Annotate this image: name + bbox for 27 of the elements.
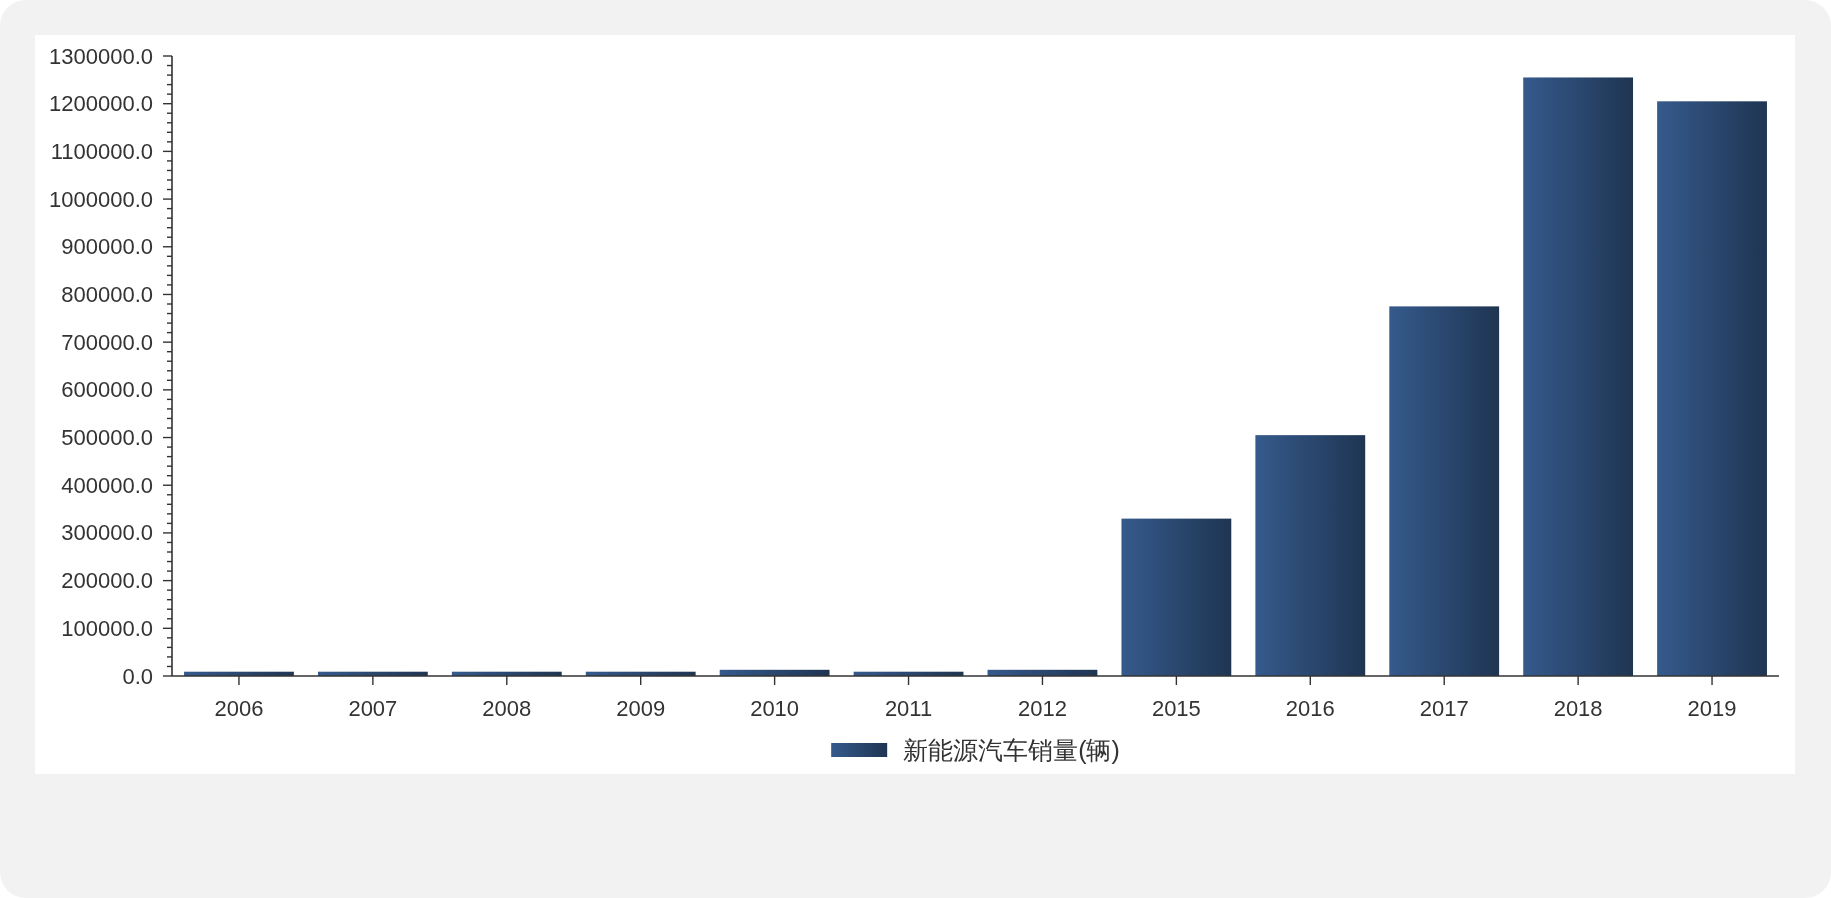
- y-tick-label: 200000.0: [61, 568, 153, 594]
- y-tick-label: 500000.0: [61, 425, 153, 451]
- x-tick-label: 2015: [1151, 695, 1201, 721]
- y-tick-label: 100000.0: [61, 615, 153, 641]
- x-tick-label: 2010: [750, 695, 800, 721]
- y-tick-label: 1200000.0: [49, 91, 153, 117]
- x-tick-label: 2012: [1018, 695, 1067, 721]
- x-tick-label: 2009: [616, 695, 666, 721]
- x-tick-label: 2008: [482, 695, 532, 721]
- y-tick-label: 0.0: [122, 663, 153, 689]
- y-tick-label: 600000.0: [61, 377, 153, 403]
- x-tick-label: 2019: [1687, 695, 1737, 721]
- y-tick-label: 1100000.0: [50, 138, 153, 164]
- x-tick-label: 2011: [884, 695, 933, 721]
- y-tick-label: 300000.0: [61, 520, 153, 546]
- x-tick-label: 2006: [214, 695, 264, 721]
- y-tick-label: 1300000.0: [49, 43, 153, 69]
- legend-label: 新能源汽车销量(辆): [903, 736, 1120, 764]
- x-tick-label: 2017: [1419, 695, 1469, 721]
- x-tick-label: 2016: [1285, 695, 1335, 721]
- y-tick-label: 400000.0: [61, 472, 153, 498]
- y-tick-label: 900000.0: [61, 234, 153, 260]
- y-tick-label: 800000.0: [61, 281, 153, 307]
- y-tick-label: 1000000.0: [49, 186, 153, 212]
- x-tick-label: 2018: [1553, 695, 1603, 721]
- x-tick-label: 2007: [348, 695, 398, 721]
- y-tick-label: 700000.0: [61, 329, 153, 355]
